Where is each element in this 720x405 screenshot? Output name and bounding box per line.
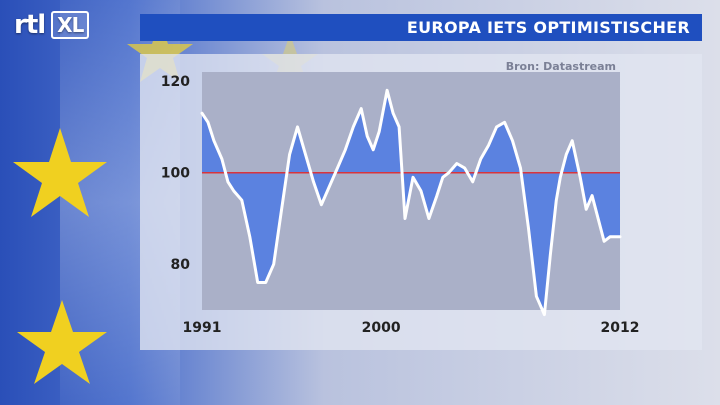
y-tick-label: 120 (161, 74, 190, 90)
x-axis: 1991 2000 2012 (183, 320, 640, 336)
eu-star-icon (13, 128, 107, 217)
x-tick-label: 1991 (183, 320, 222, 336)
logo-badge: XL (51, 11, 90, 39)
eu-star-icon (17, 300, 107, 384)
y-tick-label: 80 (171, 257, 191, 273)
headline: EUROPA IETS OPTIMISTISCHER (406, 18, 690, 37)
deviation-fills (202, 90, 620, 315)
x-tick-label: 2000 (362, 320, 401, 336)
logo-text: rtl (14, 10, 46, 40)
x-tick-label: 2012 (601, 320, 640, 336)
source-label: Bron: Datastream (506, 60, 616, 73)
y-axis: 80 100 120 (161, 74, 190, 273)
eu-star-icon (127, 20, 193, 82)
channel-logo: rtl XL (14, 10, 90, 40)
title-bar: EUROPA IETS OPTIMISTISCHER (140, 14, 702, 41)
y-tick-label: 100 (161, 166, 190, 182)
deviation-area (202, 90, 620, 315)
series-line (200, 88, 622, 317)
